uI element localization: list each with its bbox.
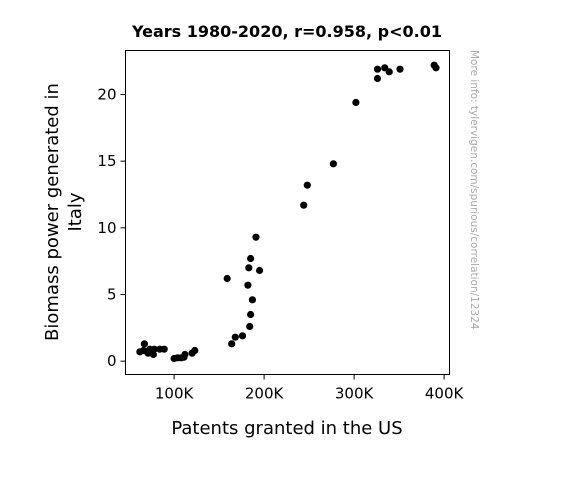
data-point <box>246 322 254 331</box>
data-point <box>191 346 199 355</box>
data-point <box>373 74 382 83</box>
data-point <box>247 310 255 319</box>
data-point <box>140 340 148 348</box>
x-tick-label: 400K <box>425 385 465 403</box>
watermark: More info: tylervigen.com/spurious/corre… <box>468 50 480 330</box>
data-point <box>223 274 231 283</box>
data-point <box>396 65 404 73</box>
y-tick-label: 15 <box>97 152 116 170</box>
x-tick-label: 100K <box>155 385 195 403</box>
data-point <box>181 350 189 359</box>
data-point <box>256 266 264 275</box>
plot-area <box>125 50 450 375</box>
data-point <box>244 281 252 289</box>
y-tick-label: 5 <box>107 286 117 304</box>
y-tick-label: 10 <box>97 219 116 237</box>
y-tick-label: 0 <box>107 352 117 370</box>
data-point <box>303 181 311 189</box>
data-point <box>432 64 440 72</box>
x-axis-label: Patents granted in the US <box>171 418 402 439</box>
x-tick-label: 200K <box>245 385 285 403</box>
data-point <box>352 98 360 107</box>
data-point <box>238 332 247 340</box>
data-point <box>300 201 308 209</box>
y-tick-label: 20 <box>97 86 116 104</box>
data-point <box>373 65 382 73</box>
y-axis-label: Biomass power generated in Italy <box>42 83 86 341</box>
x-axis: 100K 200K 300K 400K <box>155 374 465 403</box>
data-point <box>149 350 157 359</box>
data-point <box>245 264 253 272</box>
watermark-text: More info: tylervigen.com/spurious/corre… <box>468 50 480 330</box>
data-point <box>252 233 260 241</box>
data-point <box>228 340 236 348</box>
data-points <box>136 61 440 363</box>
y-axis-label-line-1: Biomass power generated in <box>42 83 63 341</box>
data-point <box>150 345 158 353</box>
data-point <box>247 254 255 263</box>
chart-title: Years 1980-2020, r=0.958, p<0.01 <box>131 22 442 41</box>
x-tick-label: 300K <box>335 385 375 403</box>
data-point <box>231 333 239 341</box>
y-axis: 0 5 10 15 20 <box>97 86 126 370</box>
data-point <box>329 160 337 168</box>
data-point <box>248 296 256 304</box>
data-point <box>385 68 393 76</box>
data-point <box>160 345 168 353</box>
y-axis-label-line-2: Italy <box>65 192 86 231</box>
